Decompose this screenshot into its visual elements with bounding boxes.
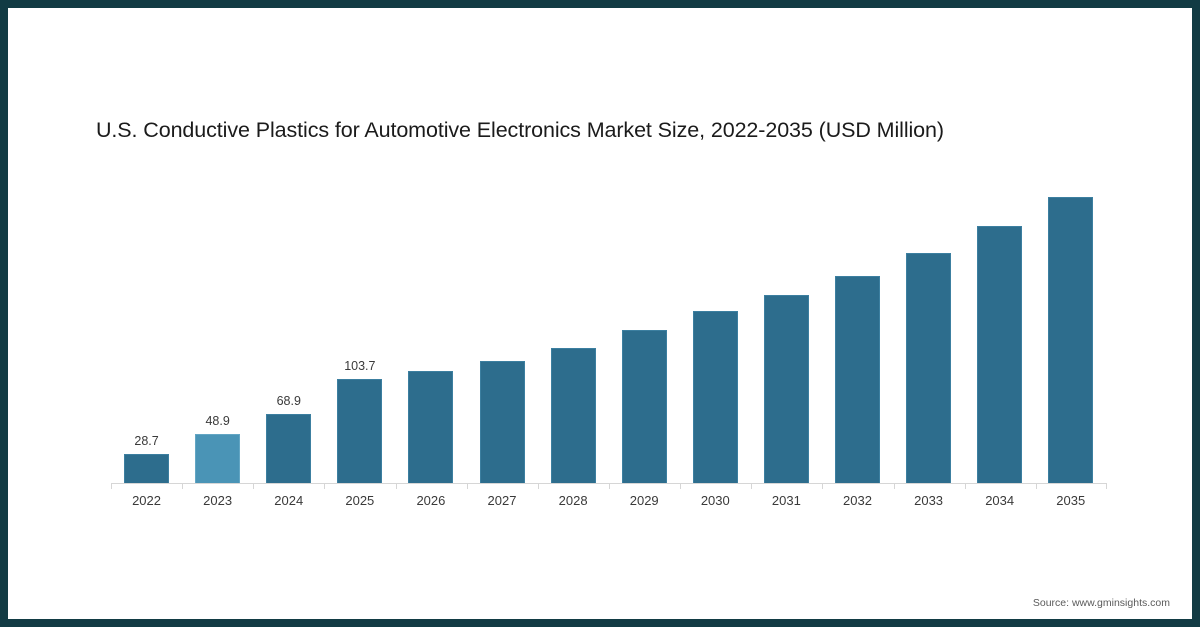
x-axis-label-2025: 2025 xyxy=(345,493,375,508)
bar-slot: 48.9 xyxy=(182,183,253,483)
bar-slot xyxy=(751,183,822,483)
bar-slot xyxy=(893,183,964,483)
source-attribution: Source: www.gminsights.com xyxy=(1032,597,1170,609)
x-axis-label-2022: 2022 xyxy=(132,493,161,508)
bar-slot xyxy=(609,183,680,483)
bar-value-label: 68.9 xyxy=(276,394,301,409)
bar-value-label: 103.7 xyxy=(344,359,376,374)
bar-2032[interactable] xyxy=(834,276,880,483)
x-axis-label-2024: 2024 xyxy=(274,493,304,508)
x-axis-labels: 2022 2023 2024 2025 2026 2027 2028 2029 2030 2031… xyxy=(111,493,1107,508)
bar-slot xyxy=(680,183,751,483)
axis-tick xyxy=(537,483,539,489)
x-axis-ticks xyxy=(111,483,1107,489)
bar-slot xyxy=(466,183,537,483)
bar-series: 28.7 48.9 68.9 103.7 xyxy=(111,183,1107,483)
axis-tick xyxy=(253,483,255,489)
bar-2031[interactable] xyxy=(763,295,809,483)
x-axis-label-2034: 2034 xyxy=(985,493,1015,508)
x-axis-label-2028: 2028 xyxy=(558,493,588,508)
bar-2034[interactable] xyxy=(977,226,1023,483)
plot-area: 28.7 48.9 68.9 103.7 2022 2023 2024 2025 2026 20… xyxy=(111,183,1107,508)
bar-slot: 68.9 xyxy=(253,183,324,483)
bar-2026[interactable] xyxy=(408,371,454,483)
axis-tick xyxy=(324,483,326,489)
axis-tick xyxy=(751,483,753,489)
bar-slot xyxy=(538,183,609,483)
x-axis-label-2026: 2026 xyxy=(416,493,446,508)
bar-2028[interactable] xyxy=(550,348,596,483)
bar-2029[interactable] xyxy=(621,330,667,483)
bar-2030[interactable] xyxy=(692,311,738,483)
bar-2025[interactable]: 103.7 xyxy=(337,359,383,483)
bar-value-label: 28.7 xyxy=(134,434,159,449)
bar-2024[interactable]: 68.9 xyxy=(266,394,312,483)
bar-slot xyxy=(1035,183,1106,483)
x-axis-label-2033: 2033 xyxy=(914,493,944,508)
axis-tick xyxy=(893,483,895,489)
chart-canvas: U.S. Conductive Plastics for Automotive … xyxy=(8,8,1192,619)
bar-slot xyxy=(822,183,893,483)
bar-2027[interactable] xyxy=(479,361,525,483)
axis-tick xyxy=(680,483,682,489)
x-axis-label-2032: 2032 xyxy=(843,493,872,508)
bar-2033[interactable] xyxy=(906,253,952,483)
bar-2022[interactable]: 28.7 xyxy=(124,434,170,483)
axis-tick xyxy=(609,483,610,489)
bar-slot xyxy=(395,183,466,483)
bar-slot: 103.7 xyxy=(324,183,395,483)
x-axis-label-2035: 2035 xyxy=(1056,493,1086,508)
bar-value-label: 48.9 xyxy=(205,414,230,429)
x-axis-label-2031: 2031 xyxy=(771,493,801,508)
axis-tick xyxy=(1035,483,1037,489)
bar-slot xyxy=(964,183,1035,483)
axis-tick xyxy=(964,483,966,489)
axis-tick xyxy=(182,483,184,489)
bar-2023[interactable]: 48.9 xyxy=(195,414,241,483)
x-axis-label-2023: 2023 xyxy=(203,493,233,508)
x-axis-label-2029: 2029 xyxy=(629,493,659,508)
x-axis-label-2030: 2030 xyxy=(700,493,730,508)
bar-slot: 28.7 xyxy=(111,183,182,483)
x-axis-label-2027: 2027 xyxy=(487,493,517,508)
axis-tick xyxy=(1106,483,1107,489)
bar-2035[interactable] xyxy=(1048,197,1094,483)
axis-tick xyxy=(111,483,112,489)
axis-tick xyxy=(466,483,468,489)
axis-tick xyxy=(395,483,397,489)
page-title: U.S. Conductive Plastics for Automotive … xyxy=(96,118,944,142)
axis-tick xyxy=(822,483,824,489)
